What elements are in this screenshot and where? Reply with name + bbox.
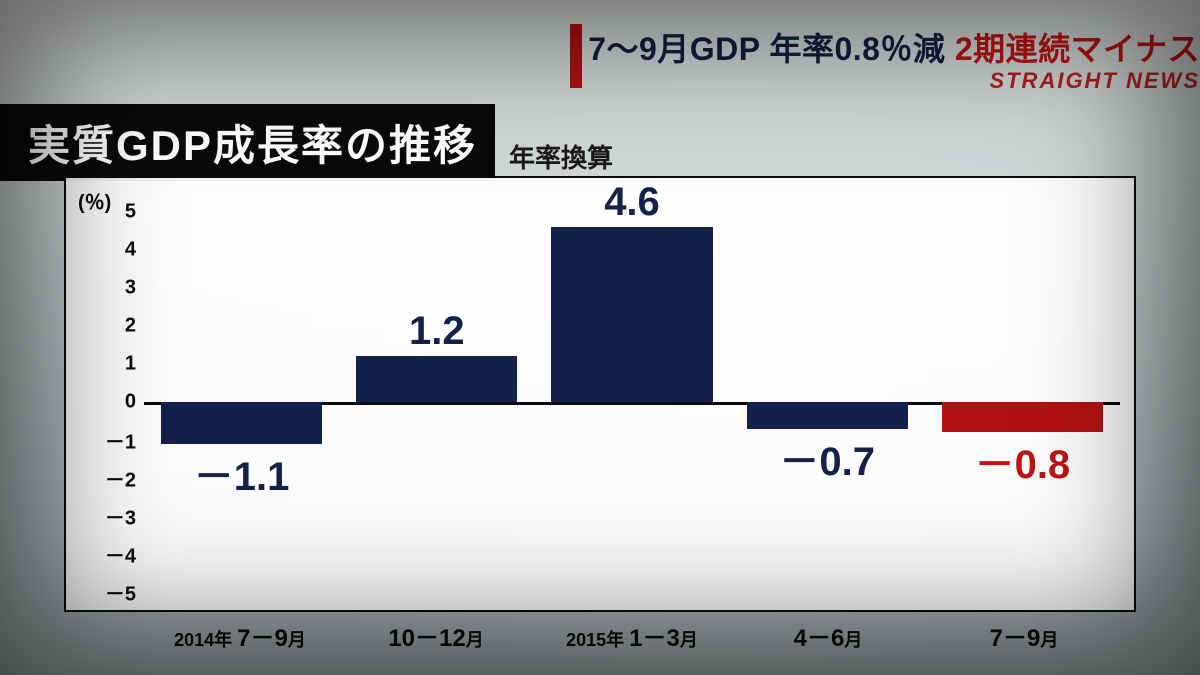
vignette	[0, 0, 1200, 675]
